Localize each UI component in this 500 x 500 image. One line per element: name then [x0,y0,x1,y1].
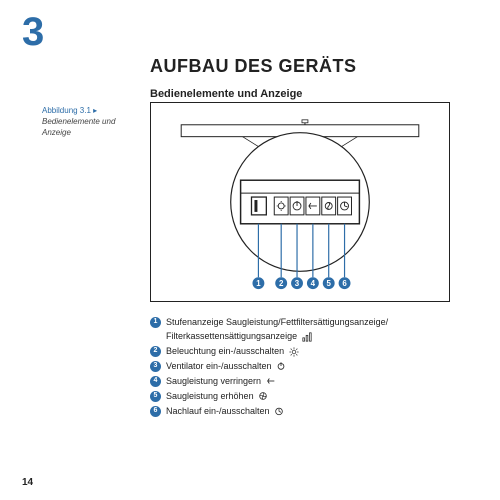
diagram-svg: 1 2 3 4 5 6 [151,103,449,301]
legend-num-5: 5 [150,391,161,402]
legend-item: 6 Nachlauf ein-/ausschalten [150,405,460,419]
fan-icon [258,391,268,401]
page-number: 14 [22,477,33,488]
caption-desc: Bedienelemente und Anzeige [42,117,115,137]
timer-icon [274,406,284,416]
legend-list: 1 Stufenanzeige Saugleistung/Fettfilters… [150,316,460,420]
callout-4: 4 [311,279,316,288]
legend-item: 1 Stufenanzeige Saugleistung/Fettfilters… [150,316,460,344]
figure-caption: Abbildung 3.1 ▸ Bedienelemente und Anzei… [42,106,142,138]
legend-text-2: Beleuchtung ein-/ausschalten [166,345,460,359]
callout-5: 5 [327,279,332,288]
callout-2: 2 [279,279,284,288]
legend-num-1: 1 [150,317,161,328]
bars-icon [302,332,312,342]
legend-item: 4 Saugleistung verringern [150,375,460,389]
chapter-number: 3 [22,10,44,55]
legend-text-4: Saugleistung verringern [166,375,460,389]
legend-text-5: Saugleistung erhöhen [166,390,460,404]
legend-text-3: Ventilator ein-/ausschalten [166,360,460,374]
light-icon [289,347,299,357]
power-icon [276,361,286,371]
legend-item: 2 Beleuchtung ein-/ausschalten [150,345,460,359]
section-subtitle: Bedienelemente und Anzeige [150,88,302,100]
caption-arrow-icon: ▸ [93,106,97,115]
legend-text-6: Nachlauf ein-/ausschalten [166,405,460,419]
figure-diagram: 1 2 3 4 5 6 [150,102,450,302]
callout-1: 1 [256,279,261,288]
minus-icon [266,376,276,386]
callout-6: 6 [342,279,347,288]
caption-label: Abbildung 3.1 [42,106,91,115]
legend-num-6: 6 [150,406,161,417]
legend-num-4: 4 [150,376,161,387]
callout-3: 3 [295,279,300,288]
legend-item: 5 Saugleistung erhöhen [150,390,460,404]
legend-text-1: Stufenanzeige Saugleistung/Fettfiltersät… [166,316,460,344]
legend-num-2: 2 [150,346,161,357]
page-title: AUFBAU DES GERÄTS [150,56,357,77]
legend-num-3: 3 [150,361,161,372]
legend-item: 3 Ventilator ein-/ausschalten [150,360,460,374]
